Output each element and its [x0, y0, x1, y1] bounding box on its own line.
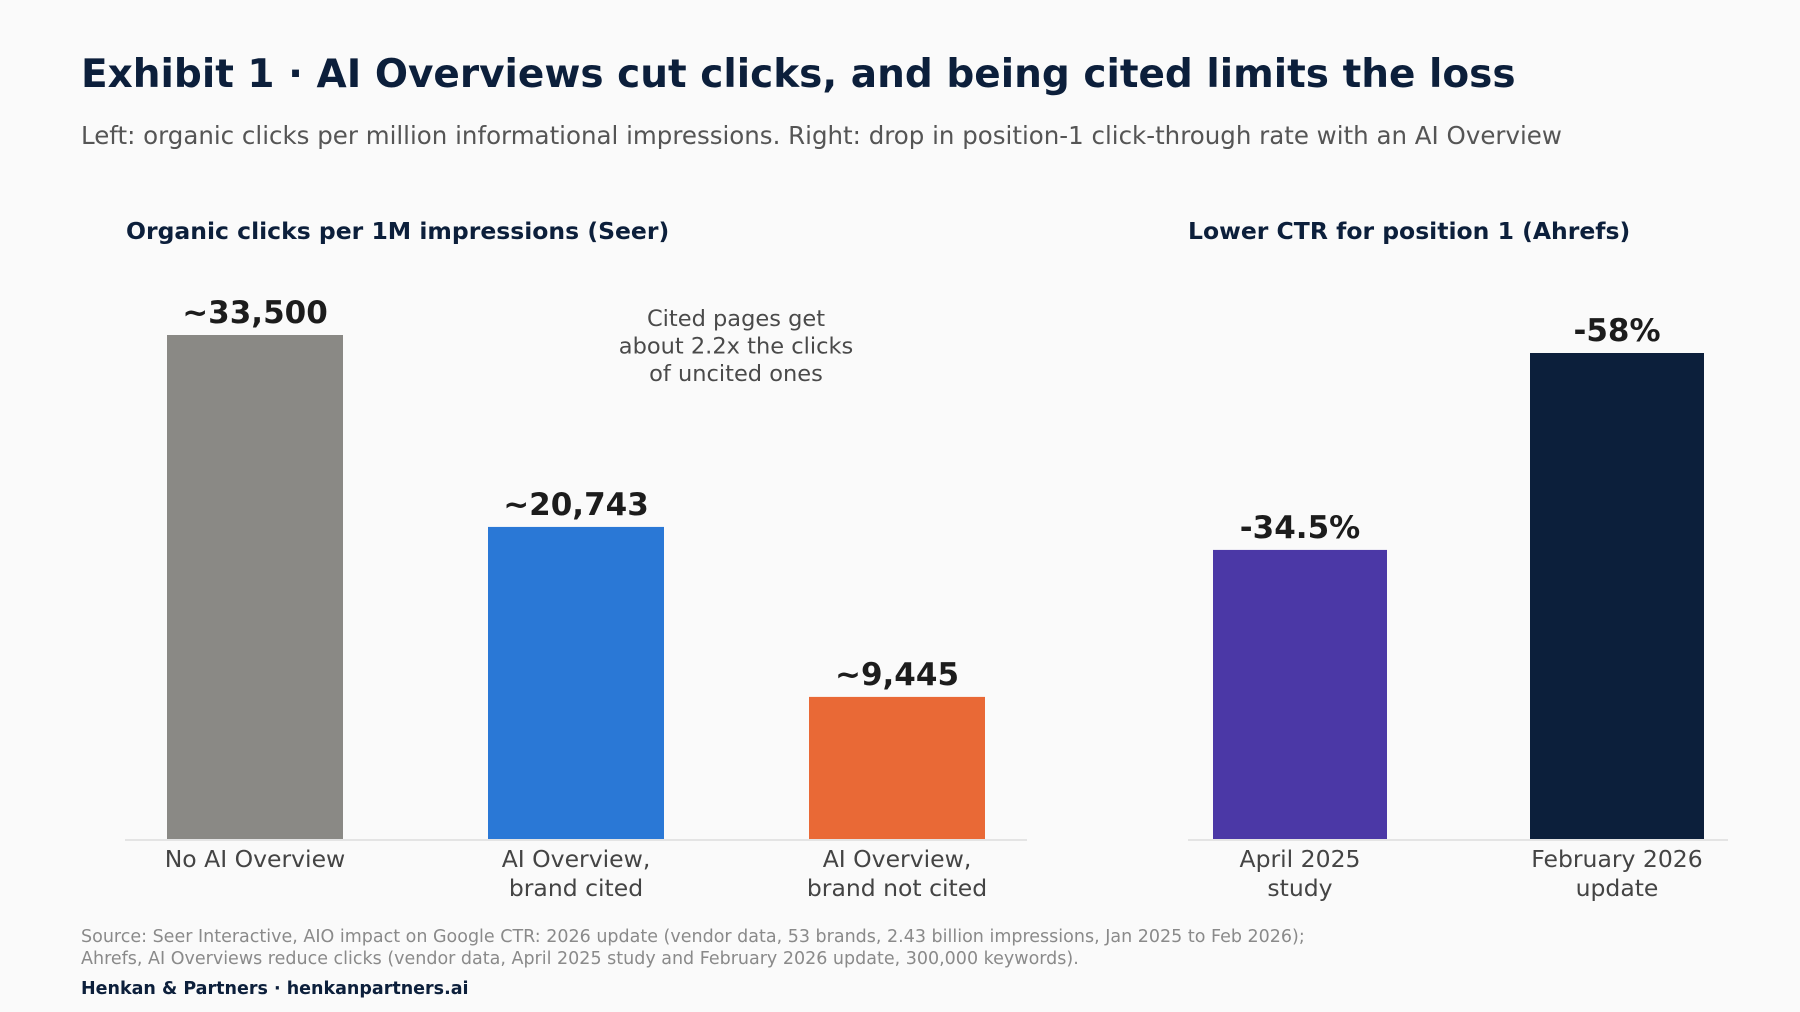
x-tick-label: brand not cited — [807, 874, 987, 902]
chart-1-title: Organic clicks per 1M impressions (Seer) — [126, 217, 669, 245]
x-tick-label: study — [1267, 874, 1332, 902]
source-line-1: Source: Seer Interactive, AIO impact on … — [81, 927, 1305, 947]
page-subtitle: Left: organic clicks per million informa… — [81, 121, 1562, 150]
bar-value-label: ~33,500 — [182, 295, 328, 331]
bar-2-2 — [1530, 353, 1704, 839]
x-tick-label: February 2026 — [1531, 845, 1702, 873]
source-line-2: Ahrefs, AI Overviews reduce clicks (vend… — [81, 949, 1079, 969]
annotation-line: of uncited ones — [649, 361, 823, 387]
bar-2-1 — [1213, 549, 1387, 839]
x-tick-label: brand cited — [509, 874, 643, 902]
x-tick-label: update — [1576, 874, 1659, 902]
brand-footer: Henkan & Partners · henkanpartners.ai — [81, 979, 469, 999]
annotation-line: about 2.2x the clicks — [619, 334, 853, 360]
x-tick-label: No AI Overview — [165, 845, 346, 873]
x-tick-label: April 2025 — [1240, 845, 1361, 873]
bar-1-3 — [809, 696, 985, 839]
bar-1-1 — [167, 335, 343, 839]
bar-1-2 — [488, 526, 664, 839]
bar-value-label: -34.5% — [1240, 510, 1360, 546]
source-note: Source: Seer Interactive, AIO impact on … — [81, 926, 1305, 970]
bar-value-label: -58% — [1573, 313, 1660, 349]
chart-2-title: Lower CTR for position 1 (Ahrefs) — [1188, 217, 1630, 245]
bar-value-label: ~9,445 — [835, 657, 959, 693]
bar-value-label: ~20,743 — [503, 487, 649, 523]
annotation-line: Cited pages get — [647, 306, 825, 332]
x-tick-label: AI Overview, — [502, 845, 651, 873]
page-title: Exhibit 1 · AI Overviews cut clicks, and… — [81, 52, 1516, 97]
x-tick-label: AI Overview, — [823, 845, 972, 873]
